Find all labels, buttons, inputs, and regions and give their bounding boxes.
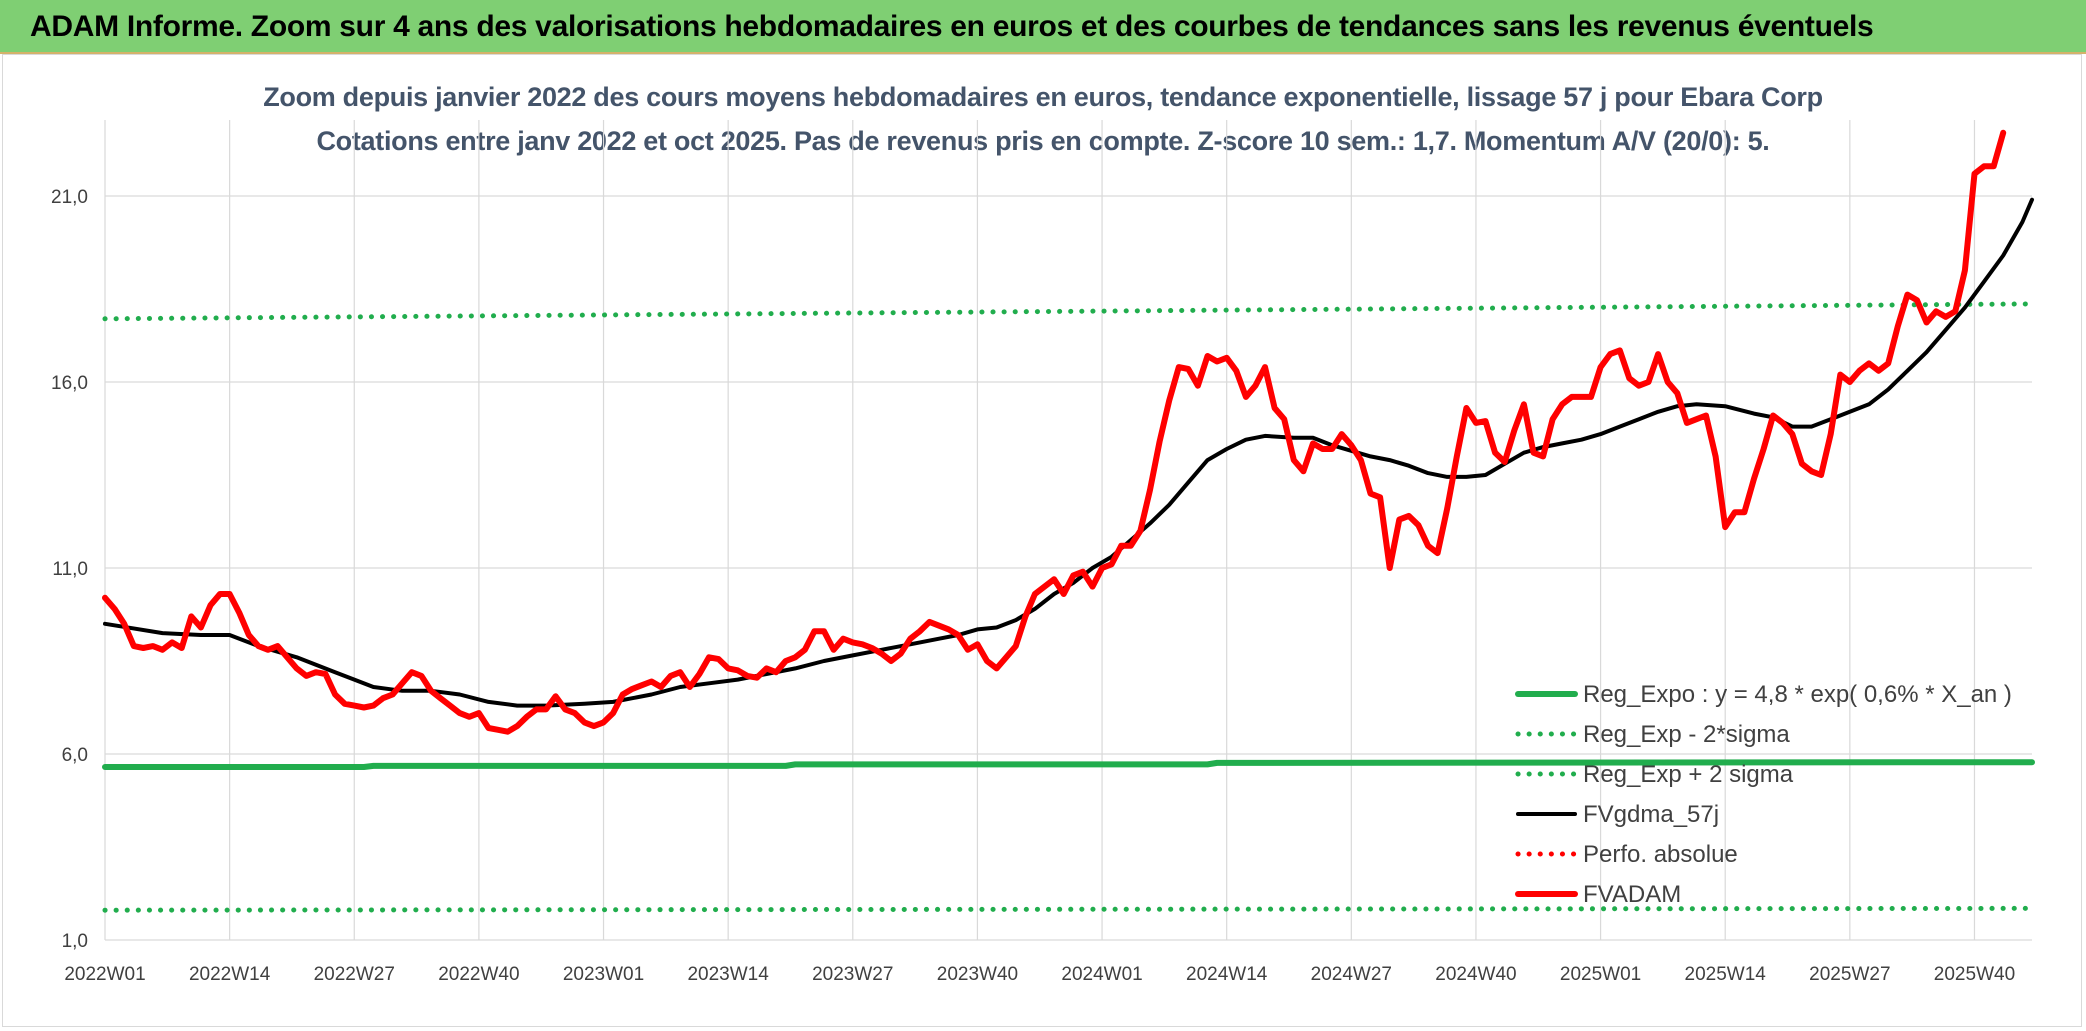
legend-label: Perfo. absolue xyxy=(1583,841,1738,868)
x-tick-label: 2022W27 xyxy=(314,964,395,985)
y-tick-label: 11,0 xyxy=(52,559,88,580)
x-tick-label: 2024W27 xyxy=(1311,964,1392,985)
series-line-5 xyxy=(102,129,2007,735)
y-tick-label: 6,0 xyxy=(62,745,88,766)
x-tick-label: 2024W01 xyxy=(1061,964,1142,985)
y-tick-label: 16,0 xyxy=(51,373,88,394)
x-tick-label: 2023W01 xyxy=(563,964,644,985)
series-line-3 xyxy=(103,197,2034,708)
legend-label: Reg_Exp - 2*sigma xyxy=(1583,721,1790,748)
series-line-2 xyxy=(102,301,2035,322)
legend-label: FVgdma_57j xyxy=(1583,801,1719,828)
legend-label: FVADAM xyxy=(1583,881,1681,908)
x-tick-label: 2023W27 xyxy=(812,964,893,985)
x-tick-label: 2025W01 xyxy=(1560,964,1641,985)
x-tick-label: 2024W40 xyxy=(1435,964,1516,985)
legend-label: Reg_Expo : y = 4,8 * exp( 0,6% * X_an ) xyxy=(1583,681,2012,708)
y-tick-label: 21,0 xyxy=(51,187,88,208)
chart-subtitle: Cotations entre janv 2022 et oct 2025. P… xyxy=(316,126,1770,156)
series-line-0 xyxy=(102,759,2035,770)
x-tick-label: 2022W14 xyxy=(189,964,271,985)
series-lines xyxy=(102,129,2035,913)
x-tick-label: 2022W01 xyxy=(64,964,145,985)
x-tick-label: 2023W40 xyxy=(937,964,1018,985)
x-tick-label: 2025W27 xyxy=(1809,964,1890,985)
x-tick-label: 2025W14 xyxy=(1685,964,1767,985)
x-tick-label: 2022W40 xyxy=(438,964,519,985)
x-tick-label: 2025W40 xyxy=(1934,964,2015,985)
x-tick-label: 2023W14 xyxy=(687,964,769,985)
y-axis-ticks: 1,0 6,0 11,0 16,0 21,0 xyxy=(51,187,88,952)
y-tick-label: 1,0 xyxy=(62,931,88,952)
chart-frame xyxy=(2,54,2082,1027)
legend-label: Reg_Exp + 2 sigma xyxy=(1583,761,1794,788)
grid-lines xyxy=(104,120,2032,941)
chart-title: Zoom depuis janvier 2022 des cours moyen… xyxy=(263,82,1823,112)
banner-title: ADAM Informe. Zoom sur 4 ans des valoris… xyxy=(0,0,2086,54)
legend: Reg_Expo : y = 4,8 * exp( 0,6% * X_an ) R… xyxy=(1515,681,2012,908)
series-line-1 xyxy=(102,905,2035,913)
x-axis-ticks: 2022W01 2022W14 2022W27 2022W40 2023W01 2023W… xyxy=(64,964,2015,985)
x-tick-label: 2024W14 xyxy=(1186,964,1268,985)
